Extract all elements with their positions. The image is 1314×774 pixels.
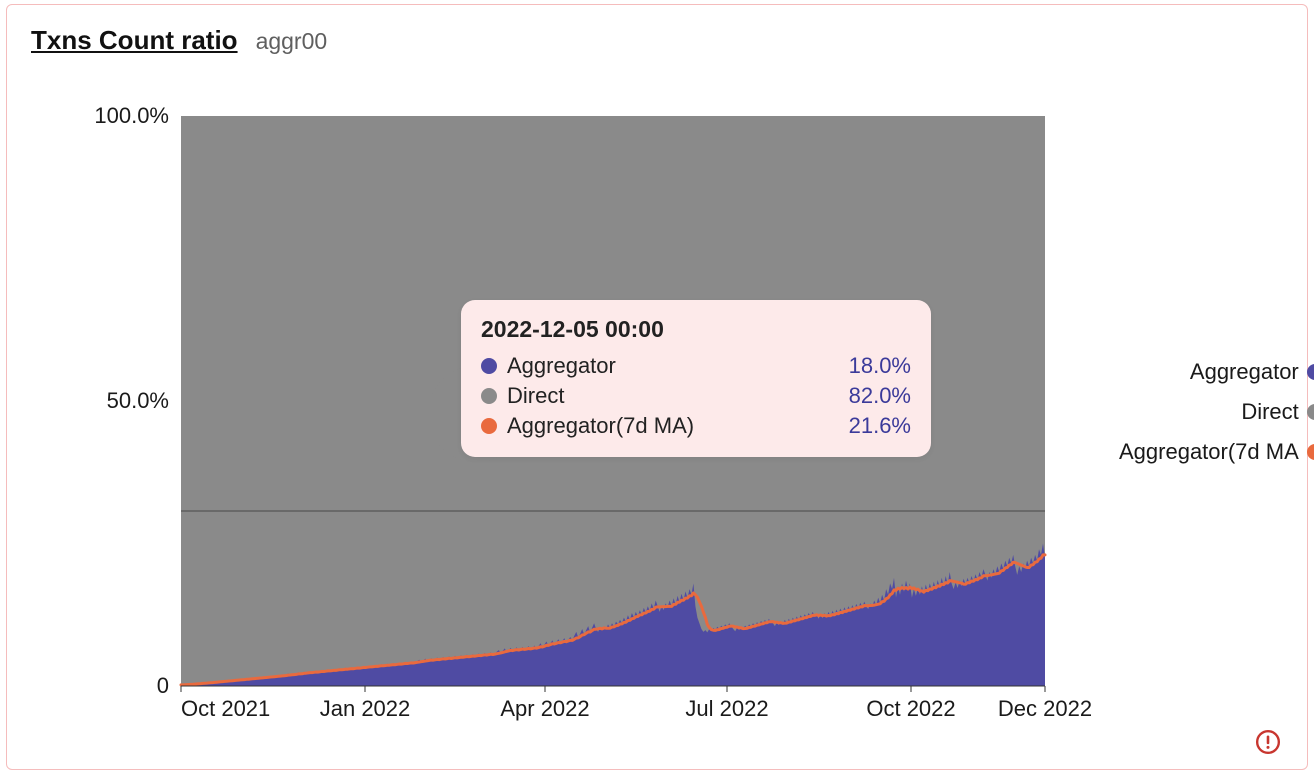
svg-text:Jul 2022: Jul 2022 [685,696,768,721]
legend-swatch [1307,404,1314,420]
tooltip-row: Direct 82.0% [481,381,911,411]
chart-tooltip: 2022-12-05 00:00 Aggregator 18.0% Direct 82… [461,300,931,457]
tooltip-value: 18.0% [849,353,911,379]
svg-text:100.0%: 100.0% [94,103,169,128]
svg-text:50.0%: 50.0% [107,388,169,413]
legend-label: Aggregator [1190,359,1299,385]
chart-title[interactable]: Txns Count ratio [31,25,238,56]
tooltip-label: Aggregator [507,353,839,379]
chart-subtitle: aggr00 [256,28,328,55]
tooltip-swatch [481,388,497,404]
svg-text:Oct 2021: Oct 2021 [181,696,270,721]
tooltip-value: 21.6% [849,413,911,439]
chart-panel: Txns Count ratio aggr00 0 50.0% 100.0% Oct … [6,4,1308,770]
svg-text:Oct 2022: Oct 2022 [866,696,955,721]
legend-item[interactable]: Direct [1119,399,1314,425]
svg-text:Jan 2022: Jan 2022 [320,696,411,721]
legend-item[interactable]: Aggregator [1119,359,1314,385]
tooltip-swatch [481,358,497,374]
legend-item[interactable]: Aggregator(7d MA [1119,439,1314,465]
tooltip-row: Aggregator(7d MA) 21.6% [481,411,911,441]
panel-header: Txns Count ratio aggr00 [31,25,1283,56]
legend-swatch [1307,444,1314,460]
svg-text:Apr 2022: Apr 2022 [500,696,589,721]
chart-row: 0 50.0% 100.0% Oct 2021 Jan 2022 Apr 2022 Jul … [31,84,1283,739]
tooltip-value: 82.0% [849,383,911,409]
chart-legend: Aggregator Direct Aggregator(7d MA [1119,359,1314,465]
tooltip-label: Aggregator(7d MA) [507,413,839,439]
tooltip-label: Direct [507,383,839,409]
tooltip-swatch [481,418,497,434]
svg-text:Dec 2022: Dec 2022 [998,696,1092,721]
alert-icon[interactable] [1255,729,1281,755]
svg-text:0: 0 [157,673,169,698]
legend-label: Direct [1241,399,1298,425]
legend-swatch [1307,364,1314,380]
tooltip-title: 2022-12-05 00:00 [481,316,911,343]
tooltip-row: Aggregator 18.0% [481,351,911,381]
chart-area[interactable]: 0 50.0% 100.0% Oct 2021 Jan 2022 Apr 2022 Jul … [31,84,1095,739]
legend-label: Aggregator(7d MA [1119,439,1299,465]
